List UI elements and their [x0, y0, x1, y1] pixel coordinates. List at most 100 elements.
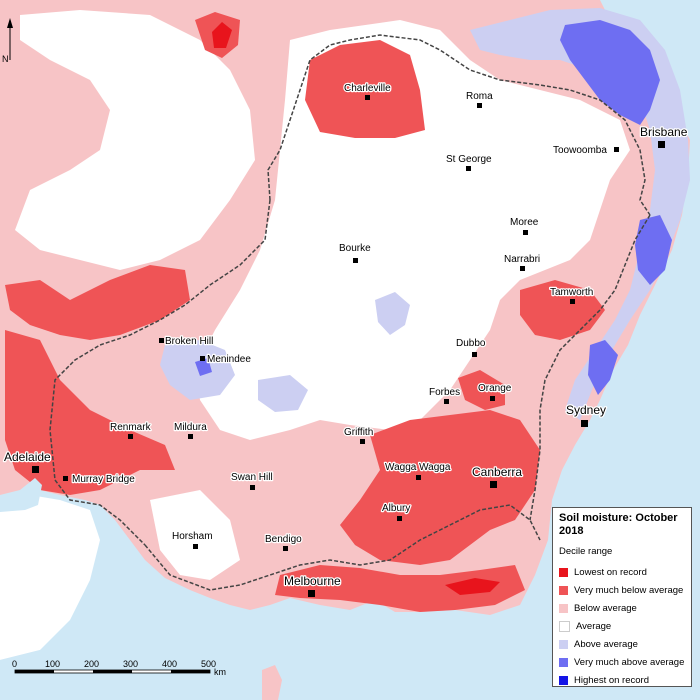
wet-region-south-menindee: [258, 375, 308, 412]
legend-swatch: [559, 639, 568, 649]
town-forbes: Forbes: [428, 386, 461, 404]
town-broken-hill: Broken Hill: [159, 335, 215, 348]
city-label-brisbane: Brisbane: [640, 125, 688, 139]
town-narrabri: Narrabri: [503, 253, 541, 271]
legend-title: Soil moisture: October 2018: [559, 512, 678, 537]
town-horsham: Horsham: [171, 530, 214, 549]
legend-swatch: [559, 657, 568, 667]
legend-label: Very much above average: [574, 656, 685, 668]
city-label-canberra: Canberra: [472, 465, 522, 479]
town-label-roma: Roma: [466, 91, 493, 102]
town-roma: Roma: [465, 90, 494, 108]
town-label-toowoomba: Toowoomba: [553, 145, 607, 156]
town-swan-hill: Swan Hill: [230, 471, 274, 490]
town-renmark: Renmark: [109, 421, 153, 439]
town-label-swan-hill: Swan Hill: [231, 472, 273, 483]
town-label-narrabri: Narrabri: [504, 254, 540, 265]
state-border-sa: [49, 199, 271, 546]
town-menindee: Menindee: [200, 353, 253, 366]
very-wet-region-sydney: [588, 340, 618, 395]
gulf-st-vincent: [0, 478, 42, 512]
town-label-renmark: Renmark: [110, 422, 152, 433]
dry-region-charleville: [305, 40, 425, 138]
town-label-albury: Albury: [382, 503, 410, 514]
legend-swatch: [559, 567, 568, 577]
very-wet-region-coast: [635, 215, 672, 285]
town-label-tamworth: Tamworth: [550, 287, 593, 298]
city-sydney: Sydney: [565, 402, 607, 427]
record-low-patch-north: [212, 22, 232, 48]
legend-item: Very much below average: [559, 581, 685, 599]
town-label-moree: Moree: [510, 217, 539, 228]
legend: Soil moisture: October 2018 Decile range…: [552, 507, 692, 687]
legend-swatch: [559, 620, 570, 632]
city-brisbane: Brisbane: [639, 124, 689, 148]
town-label-wagga-wagga: Wagga Wagga: [385, 462, 451, 473]
legend-item: Highest on record: [559, 671, 685, 689]
scale-tick-400: 400: [162, 659, 177, 669]
state-border-qld-nsw: [267, 34, 651, 216]
town-label-broken-hill: Broken Hill: [165, 336, 213, 347]
average-region-vic: [150, 490, 240, 580]
wet-region-menindee: [160, 340, 235, 400]
legend-swatch: [559, 675, 568, 685]
town-mildura: Mildura: [173, 421, 208, 439]
city-canberra: Canberra: [471, 464, 524, 488]
legend-label: Highest on record: [574, 674, 649, 686]
town-charleville: Charleville: [343, 82, 392, 100]
legend-item: Lowest on record: [559, 563, 685, 581]
town-label-bourke: Bourke: [339, 243, 371, 254]
wet-region-east-coast: [470, 8, 690, 420]
scale-tick-0: 0: [12, 659, 17, 669]
town-tamworth: Tamworth: [549, 286, 595, 304]
record-low-patch-gippsland: [445, 578, 500, 595]
average-region-north: [195, 20, 630, 440]
town-wagga-wagga: Wagga Wagga: [384, 461, 452, 480]
north-arrow: N: [2, 18, 13, 64]
town-albury: Albury: [381, 502, 412, 521]
tasmania-fragment: [262, 665, 282, 700]
dry-region-gippsland: [275, 565, 525, 612]
legend-swatch: [559, 585, 568, 595]
town-label-griffith: Griffith: [344, 427, 373, 438]
city-melbourne: Melbourne: [283, 573, 342, 597]
scale-bar: 0 100 200 300 400 500 km: [12, 659, 226, 677]
legend-label: Below average: [574, 602, 637, 614]
town-toowoomba: Toowoomba: [552, 144, 619, 157]
town-label-charleville: Charleville: [344, 83, 391, 94]
legend-item: Very much above average: [559, 653, 685, 671]
legend-item: Average: [559, 617, 685, 635]
legend-item: Above average: [559, 635, 685, 653]
town-label-horsham: Horsham: [172, 531, 213, 542]
scale-tick-500: 500: [201, 659, 216, 669]
town-label-murray-bridge: Murray Bridge: [72, 474, 135, 485]
town-bourke: Bourke: [338, 242, 372, 263]
legend-label: Lowest on record: [574, 566, 647, 578]
legend-item: Below average: [559, 599, 685, 617]
town-dubbo: Dubbo: [455, 337, 487, 357]
state-border-vic: [144, 504, 541, 591]
scale-tick-100: 100: [45, 659, 60, 669]
dry-region-tamworth: [520, 280, 605, 340]
town-st-george: St George: [445, 153, 493, 171]
city-adelaide: Adelaide: [3, 449, 52, 473]
town-murray-bridge: Murray Bridge: [63, 473, 136, 486]
legend-items: Lowest on record Very much below average B…: [559, 563, 685, 689]
legend-label: Very much below average: [574, 584, 684, 596]
town-orange: Orange: [477, 382, 513, 401]
average-region-west: [15, 10, 255, 270]
very-wet-region-menindee: [195, 358, 212, 376]
town-moree: Moree: [509, 216, 540, 235]
scale-tick-300: 300: [123, 659, 138, 669]
scale-unit: km: [214, 667, 226, 677]
legend-subtitle: Decile range: [559, 546, 613, 557]
town-griffith: Griffith: [343, 426, 375, 444]
town-label-st-george: St George: [446, 154, 492, 165]
average-region-south: [0, 495, 100, 660]
town-label-dubbo: Dubbo: [456, 338, 486, 349]
town-label-bendigo: Bendigo: [265, 534, 302, 545]
city-label-adelaide: Adelaide: [4, 450, 51, 464]
state-border-east: [529, 214, 651, 521]
dry-region-west-band: [5, 265, 190, 340]
